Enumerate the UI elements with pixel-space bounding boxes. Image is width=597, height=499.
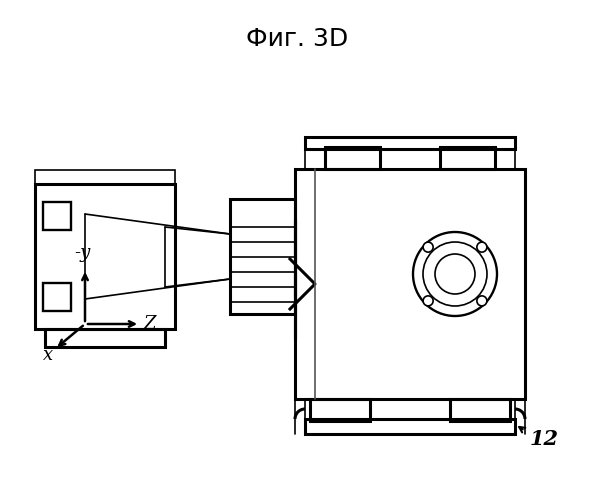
Text: Фиг. 3D: Фиг. 3D xyxy=(246,27,348,51)
Bar xyxy=(450,399,510,421)
Circle shape xyxy=(477,242,487,252)
Bar xyxy=(295,169,525,399)
Text: Z: Z xyxy=(144,315,156,333)
Bar xyxy=(35,170,175,184)
Circle shape xyxy=(423,242,433,252)
Text: -y: -y xyxy=(74,244,90,262)
Bar xyxy=(45,329,165,347)
Bar xyxy=(310,399,370,421)
Bar xyxy=(305,137,515,149)
Circle shape xyxy=(423,296,433,306)
Text: x: x xyxy=(43,346,53,364)
Circle shape xyxy=(477,296,487,306)
Bar xyxy=(230,199,295,314)
Bar xyxy=(325,147,380,169)
Bar xyxy=(35,184,175,329)
Bar xyxy=(440,147,495,169)
Text: 12: 12 xyxy=(530,429,559,449)
Bar xyxy=(43,283,71,311)
Bar xyxy=(43,202,71,230)
Bar xyxy=(305,419,515,434)
